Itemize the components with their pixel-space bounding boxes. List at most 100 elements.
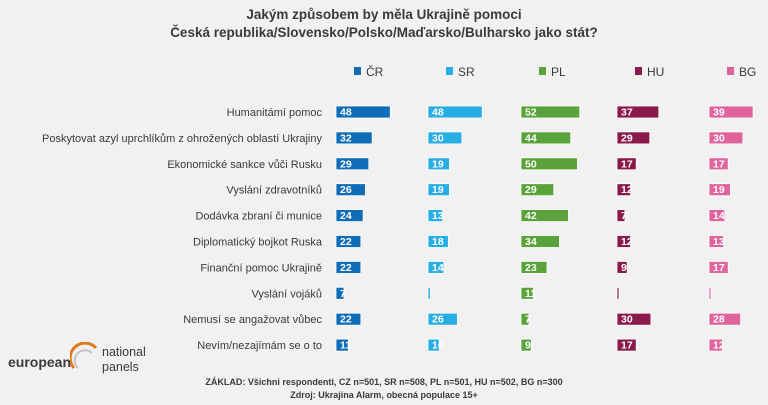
bar-BG-7 bbox=[708, 286, 712, 300]
bar-ČR-2 bbox=[335, 157, 370, 171]
category-label-8: Nemusí se angažovat vůbec bbox=[183, 314, 322, 326]
value-label-HU-5: 12 bbox=[621, 236, 633, 248]
bar-BG-3 bbox=[708, 183, 731, 197]
bar-SR-5 bbox=[427, 235, 449, 248]
bar-HU-4 bbox=[616, 209, 626, 223]
legend-label-4: BG bbox=[739, 65, 756, 79]
category-label-3: Vyslání zdravotníků bbox=[226, 185, 322, 197]
footer-base: ZÁKLAD: Všichni respondenti, CZ n=501, S… bbox=[205, 377, 563, 387]
value-label-PL-9: 9 bbox=[525, 340, 531, 352]
value-label-PL-7: 11 bbox=[525, 288, 536, 300]
chart-title-line2: Česká republika/Slovensko/Polsko/Maďarsk… bbox=[170, 25, 598, 40]
bar-ČR-3 bbox=[335, 183, 366, 197]
bar-PL-9 bbox=[520, 338, 532, 352]
value-label-SR-4: 13 bbox=[432, 210, 444, 222]
value-label-BG-1: 30 bbox=[713, 132, 725, 144]
value-label-PL-2: 50 bbox=[525, 158, 537, 170]
value-label-HU-8: 30 bbox=[621, 314, 633, 326]
category-label-0: Humanitámí pomoc bbox=[227, 107, 323, 119]
bar-PL-2 bbox=[520, 157, 578, 171]
bar-HU-6 bbox=[616, 260, 628, 274]
legend-label-3: HU bbox=[647, 65, 664, 79]
bar-BG-6 bbox=[708, 260, 729, 274]
value-label-ČR-4: 24 bbox=[340, 210, 352, 222]
bar-PL-6 bbox=[520, 260, 548, 274]
bar-PL-5 bbox=[520, 235, 560, 248]
value-label-HU-4: 7 bbox=[621, 210, 627, 222]
bar-BG-5 bbox=[708, 235, 725, 248]
bar-PL-1 bbox=[520, 131, 572, 145]
value-label-SR-0: 48 bbox=[432, 107, 444, 119]
legend-swatch-1 bbox=[446, 67, 453, 75]
category-label-1: Poskytovat azyl uprchlíkům z ohrožených … bbox=[42, 133, 323, 145]
bar-SR-6 bbox=[427, 260, 445, 274]
value-label-PL-4: 42 bbox=[525, 210, 537, 222]
value-label-ČR-9: 11 bbox=[340, 340, 351, 352]
value-label-BG-6: 17 bbox=[713, 262, 725, 274]
legend-label-0: ČR bbox=[366, 64, 384, 79]
bar-PL-7 bbox=[520, 286, 534, 300]
legend-swatch-2 bbox=[539, 67, 546, 75]
bar-SR-7 bbox=[427, 286, 431, 300]
value-label-PL-6: 23 bbox=[525, 262, 537, 274]
bar-HU-8 bbox=[616, 312, 652, 326]
bar-ČR-4 bbox=[335, 209, 364, 223]
value-label-ČR-0: 48 bbox=[340, 107, 352, 119]
value-label-BG-9: 12 bbox=[713, 340, 725, 352]
bar-SR-2 bbox=[427, 157, 450, 171]
value-label-PL-0: 52 bbox=[525, 107, 537, 119]
bar-SR-1 bbox=[427, 131, 463, 145]
legend-label-2: PL bbox=[551, 65, 566, 79]
bar-SR-3 bbox=[427, 183, 450, 197]
value-label-HU-0: 37 bbox=[621, 107, 633, 119]
bar-BG-4 bbox=[708, 209, 726, 223]
bar-ČR-8 bbox=[335, 312, 362, 326]
legend-swatch-0 bbox=[354, 67, 361, 75]
category-label-7: Vyslání vojáků bbox=[251, 288, 322, 300]
bar-HU-1 bbox=[616, 131, 651, 145]
value-label-PL-5: 34 bbox=[525, 236, 537, 248]
bar-SR-8 bbox=[427, 312, 458, 326]
value-label-PL-3: 29 bbox=[525, 184, 537, 196]
chart-title-line1: Jakým způsobem by měla Ukrajině pomoci bbox=[246, 7, 522, 22]
bar-ČR-1 bbox=[335, 131, 373, 145]
category-label-4: Dodávka zbraní či munice bbox=[195, 211, 322, 223]
bar-HU-2 bbox=[616, 157, 637, 171]
logo-word-european: european bbox=[8, 354, 72, 370]
bar-SR-0 bbox=[427, 105, 483, 119]
category-label-2: Ekonomické sankce vůči Rusku bbox=[167, 159, 322, 171]
logo-arc-icon bbox=[70, 342, 98, 370]
logo-word-national: national bbox=[102, 345, 146, 359]
bar-ČR-9 bbox=[335, 338, 349, 352]
bar-ČR-0 bbox=[335, 105, 391, 119]
bar-HU-0 bbox=[616, 105, 660, 119]
bar-PL-0 bbox=[520, 105, 581, 119]
legend-swatch-4 bbox=[727, 67, 734, 75]
bar-PL-4 bbox=[520, 209, 569, 223]
category-label-5: Diplomatický bojkot Ruska bbox=[193, 237, 323, 249]
value-label-PL-8: 7 bbox=[525, 314, 531, 326]
value-label-SR-9: 10 bbox=[432, 340, 444, 352]
legend-label-1: SR bbox=[458, 65, 475, 79]
value-label-ČR-2: 29 bbox=[340, 158, 352, 170]
value-label-SR-2: 19 bbox=[432, 158, 444, 170]
value-label-SR-5: 18 bbox=[432, 236, 444, 248]
value-label-HU-9: 17 bbox=[621, 340, 633, 352]
value-label-HU-6: 9 bbox=[621, 262, 627, 274]
bar-HU-9 bbox=[616, 338, 637, 352]
value-label-BG-5: 13 bbox=[713, 236, 725, 248]
value-label-HU-2: 17 bbox=[621, 158, 633, 170]
bar-ČR-7 bbox=[335, 286, 345, 300]
value-label-HU-1: 29 bbox=[621, 132, 633, 144]
value-label-ČR-1: 32 bbox=[340, 132, 352, 144]
bar-HU-7 bbox=[616, 286, 620, 300]
bar-ČR-6 bbox=[335, 260, 362, 274]
value-label-SR-3: 19 bbox=[432, 184, 444, 196]
bar-ČR-5 bbox=[335, 235, 362, 248]
value-label-ČR-6: 22 bbox=[340, 262, 352, 274]
value-label-ČR-8: 22 bbox=[340, 314, 352, 326]
footer-source: Zdroj: Ukrajina Alarm, obecná populace 1… bbox=[290, 390, 478, 400]
value-label-BG-0: 39 bbox=[713, 107, 725, 119]
bar-SR-4 bbox=[427, 209, 444, 223]
